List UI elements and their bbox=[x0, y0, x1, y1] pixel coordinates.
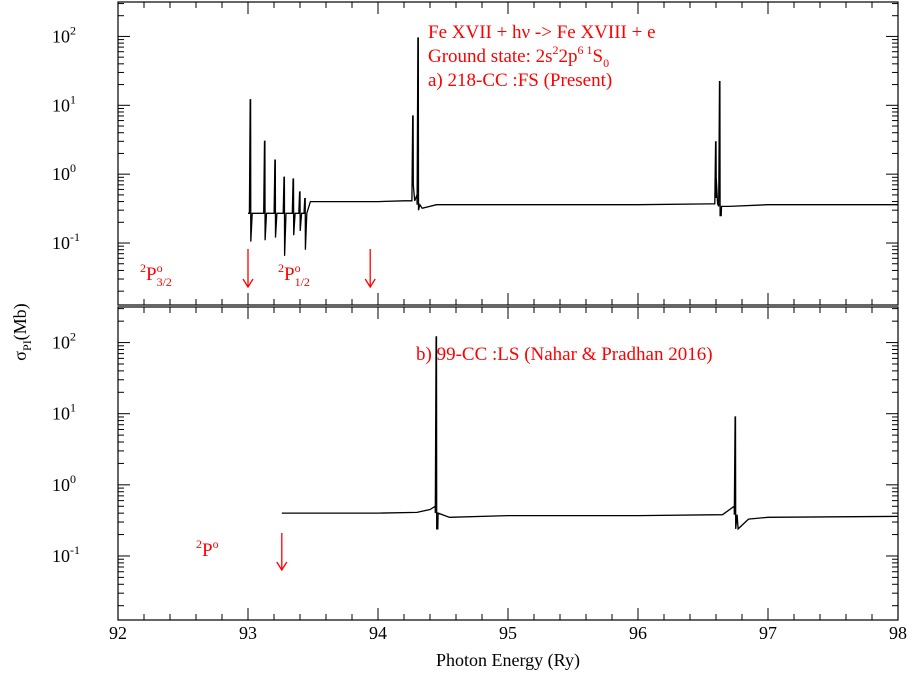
y-tick-label: 10-1 bbox=[52, 543, 80, 566]
threshold-arrow bbox=[364, 249, 376, 289]
cross-section-curve bbox=[248, 37, 898, 256]
x-tick-label: 97 bbox=[759, 623, 777, 643]
panel-b: 10-1 100 101 102 b) 99-CC :LS (Nahar & Pradh… bbox=[52, 306, 899, 621]
threshold-arrow bbox=[276, 533, 288, 572]
y-tick-label: 100 bbox=[52, 472, 76, 495]
y-tick-label: 102 bbox=[52, 23, 76, 46]
y-tick-label: 100 bbox=[52, 161, 76, 184]
threshold-arrow bbox=[242, 249, 254, 289]
x-tick-label: 98 bbox=[889, 623, 907, 643]
threshold-label: 2Po bbox=[196, 537, 219, 561]
x-tick-label: 94 bbox=[369, 623, 387, 643]
y-tick-label: 102 bbox=[52, 330, 76, 353]
x-tick-label: 95 bbox=[499, 623, 517, 643]
panel-annotation: Ground state: 2s22p6 1S0 bbox=[428, 43, 609, 70]
panel-a: 10-1 100 101 102 Fe XVII + hν -> Fe XVIII + … bbox=[52, 1, 899, 306]
threshold-label: 2Po 1/2 bbox=[278, 261, 310, 289]
x-tick-label: 92 bbox=[109, 623, 127, 643]
x-tick-label: 93 bbox=[239, 623, 257, 643]
y-tick-label: 101 bbox=[52, 92, 76, 115]
x-tick-label: 96 bbox=[629, 623, 647, 643]
y-tick-label: 101 bbox=[52, 401, 76, 424]
y-axis-label: σPI(Mb) bbox=[10, 303, 34, 360]
x-axis-label: Photon Energy (Ry) bbox=[436, 650, 580, 671]
panel-annotation: a) 218-CC :FS (Present) bbox=[428, 70, 612, 91]
threshold-label: 2Po 3/2 bbox=[140, 261, 172, 289]
cross-section-curve bbox=[281, 336, 899, 531]
panel-annotation: b) 99-CC :LS (Nahar & Pradhan 2016) bbox=[416, 344, 713, 365]
y-tick-label: 10-1 bbox=[52, 230, 80, 253]
panel-annotation: Fe XVII + hν -> Fe XVIII + e bbox=[428, 22, 656, 43]
